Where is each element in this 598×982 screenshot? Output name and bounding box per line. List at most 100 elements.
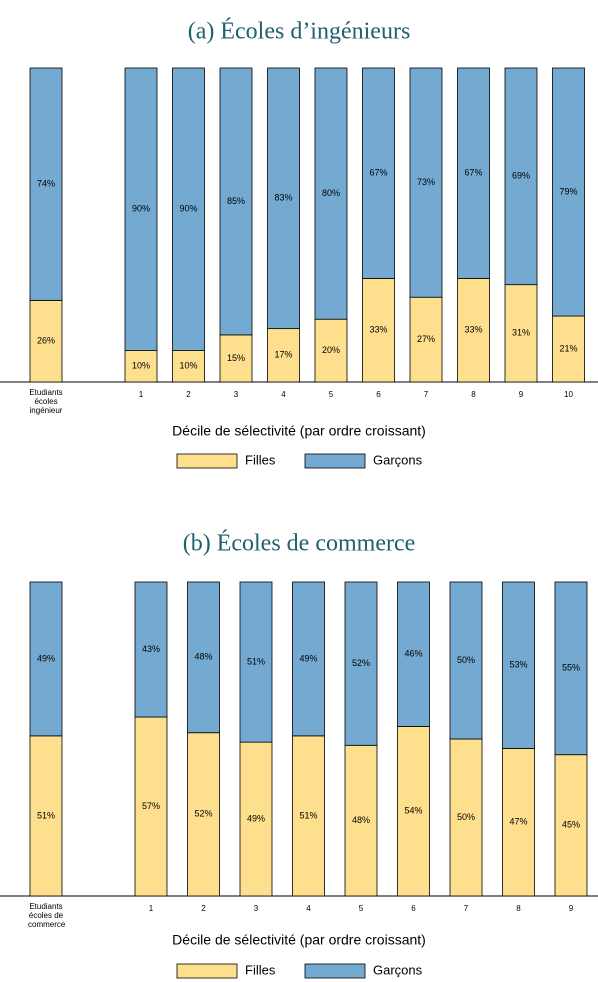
value-label: 43% — [142, 644, 160, 654]
value-label: 51% — [299, 810, 317, 820]
bar-segment — [314, 67, 348, 320]
bar-segment — [449, 581, 483, 740]
value-label: 85% — [227, 196, 245, 206]
value-label: 79% — [559, 186, 577, 196]
bar-segment — [504, 67, 538, 286]
bar-segment — [292, 735, 325, 897]
x-axis-label: Décile de sélectivité (par ordre croissa… — [172, 932, 426, 948]
value-label: 73% — [417, 177, 435, 187]
value-label: 51% — [37, 810, 55, 820]
bar-segment — [124, 67, 158, 352]
bar-segment — [134, 581, 168, 718]
value-label: 10% — [179, 361, 197, 371]
value-label: 49% — [299, 653, 317, 663]
chart-title: (b) Écoles de commerce — [183, 531, 416, 557]
legend-label: Garçons — [373, 962, 423, 977]
bar-segment — [554, 754, 588, 897]
chart-title: (a) Écoles d’ingénieurs — [188, 19, 411, 45]
bar-segment — [449, 738, 483, 897]
value-label: 50% — [457, 655, 475, 665]
legend-swatch — [176, 963, 238, 979]
bar-segment — [502, 748, 535, 897]
x-tick-label: 8 — [471, 390, 476, 399]
value-label: 45% — [562, 820, 580, 830]
bar-segment — [314, 318, 348, 383]
bar-segment — [362, 67, 395, 279]
bar-segment — [552, 315, 585, 383]
value-label: 74% — [37, 179, 55, 189]
value-label: 48% — [194, 652, 212, 662]
bar-segment — [409, 296, 443, 383]
value-label: 21% — [559, 343, 577, 353]
value-label: 53% — [509, 660, 527, 670]
bar-segment — [362, 277, 395, 383]
value-label: 67% — [369, 168, 387, 178]
value-label: 50% — [457, 812, 475, 822]
bar-segment — [29, 581, 63, 737]
x-tick-label: 7 — [424, 390, 429, 399]
value-label: 17% — [274, 350, 292, 360]
value-label: 15% — [227, 353, 245, 363]
bar-segment — [29, 735, 63, 897]
value-label: 27% — [417, 334, 435, 344]
x-tick-label: 9 — [569, 904, 574, 913]
bar-segment — [502, 581, 535, 749]
bar-segment — [172, 67, 205, 352]
value-label: 67% — [464, 168, 482, 178]
bar-segment — [344, 744, 378, 897]
value-label: 90% — [132, 204, 150, 214]
x-axis-label: Décile de sélectivité (par ordre croissa… — [172, 423, 426, 439]
legend-label: Filles — [245, 452, 276, 467]
legend-label: Garçons — [373, 452, 423, 467]
bar-segment — [504, 284, 538, 383]
bar-segment — [219, 334, 253, 383]
legend-swatch — [304, 963, 366, 979]
value-label: 57% — [142, 801, 160, 811]
bar-segment — [397, 726, 430, 897]
value-label: 10% — [132, 361, 150, 371]
bar-segment — [267, 67, 300, 330]
value-label: 90% — [179, 204, 197, 214]
bar-segment — [267, 328, 300, 383]
x-tick-label: 4 — [306, 904, 311, 913]
x-tick-label: 9 — [519, 390, 524, 399]
x-tick-label: 2 — [201, 904, 206, 913]
x-tick-label: 1 — [149, 904, 154, 913]
value-label: 49% — [247, 813, 265, 823]
bar-segment — [219, 67, 253, 336]
value-label: 47% — [509, 817, 527, 827]
x-tick-label: 2 — [186, 390, 191, 399]
legend-swatch — [176, 453, 238, 469]
x-tick-label: 5 — [359, 904, 364, 913]
value-label: 52% — [194, 809, 212, 819]
value-label: 51% — [247, 656, 265, 666]
legend-swatch — [304, 453, 366, 469]
x-tick-label: 10 — [564, 390, 573, 399]
bar-segment — [409, 67, 443, 298]
value-label: 52% — [352, 658, 370, 668]
x-tick-label: Etudiants écoles ingénieur — [29, 388, 63, 415]
value-label: 31% — [512, 328, 530, 338]
value-label: 48% — [352, 815, 370, 825]
value-label: 80% — [322, 188, 340, 198]
value-label: 54% — [404, 806, 422, 816]
x-tick-label: 3 — [254, 904, 259, 913]
bar-segment — [172, 350, 205, 383]
bar-segment — [239, 581, 273, 743]
x-tick-label: 8 — [516, 904, 521, 913]
value-label: 26% — [37, 336, 55, 346]
value-label: 33% — [464, 325, 482, 335]
x-tick-label: Etudiants écoles ingénieur — [29, 388, 63, 415]
x-tick-label: Etudiants écoles de commerce — [28, 902, 66, 929]
bar-segment — [29, 67, 63, 301]
x-tick-label: 6 — [411, 904, 416, 913]
legend-label: Filles — [245, 962, 276, 977]
x-tick-label: 4 — [281, 390, 286, 399]
x-tick-label: 7 — [464, 904, 469, 913]
bar-segment — [134, 716, 168, 897]
x-tick-label: 6 — [376, 390, 381, 399]
value-label: 46% — [404, 649, 422, 659]
x-tick-label: 3 — [234, 390, 239, 399]
bar-segment — [554, 581, 588, 756]
